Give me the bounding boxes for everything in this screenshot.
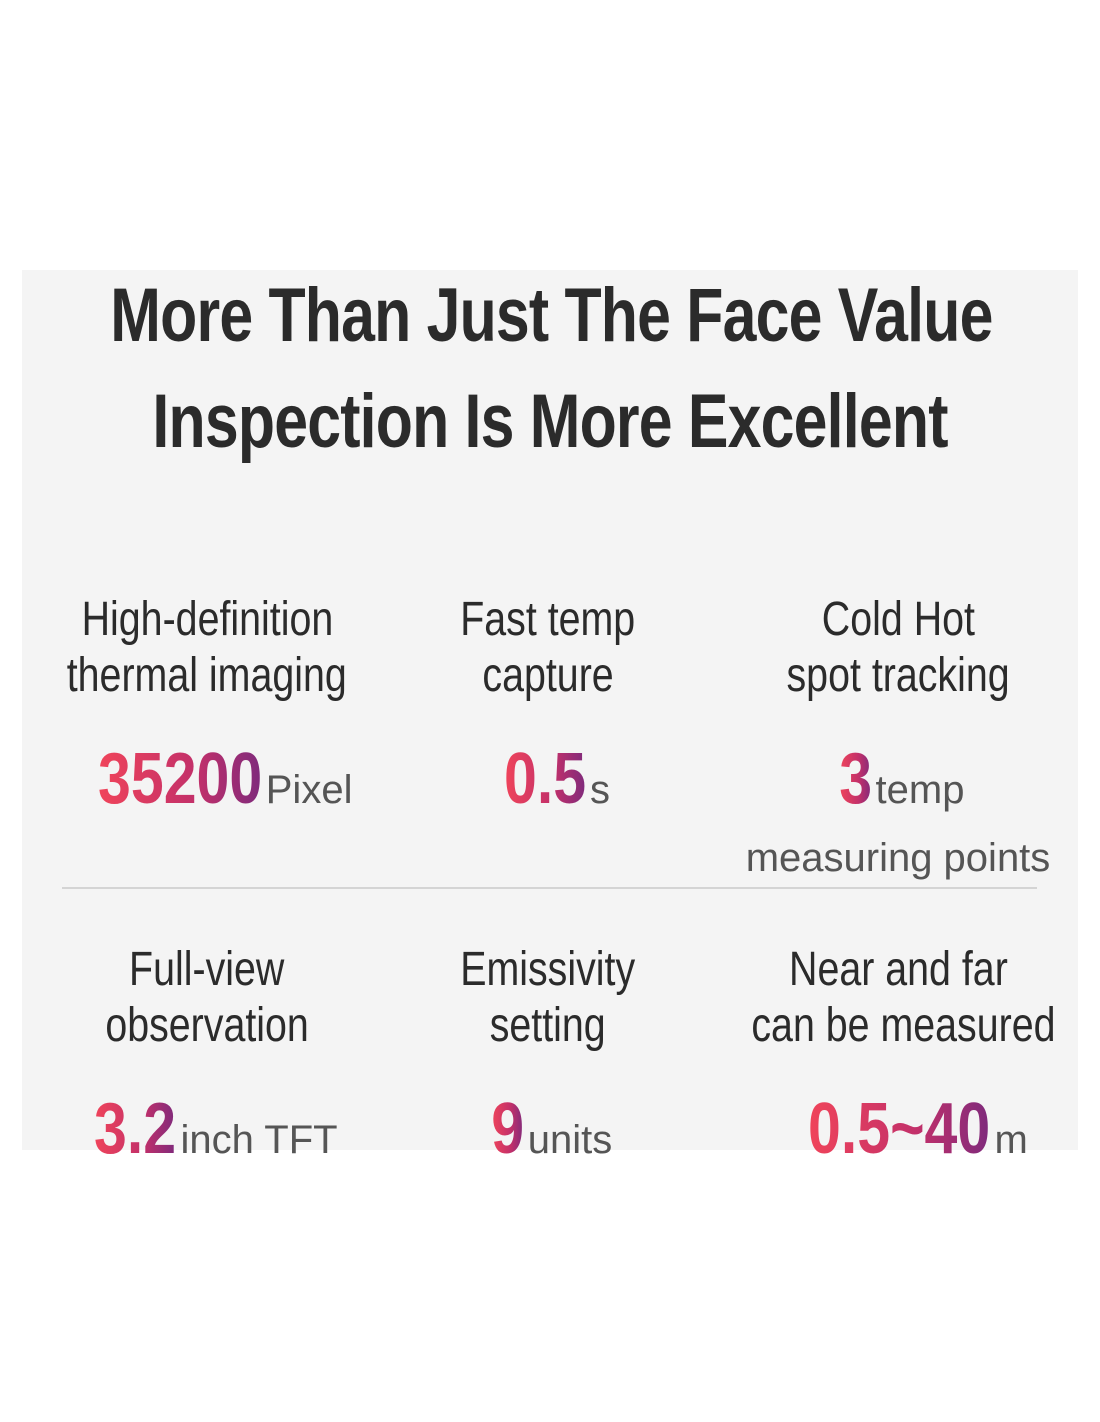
title-line: More Than Just The Face Value	[0, 272, 1100, 359]
value-unit: inch TFT	[180, 1118, 338, 1162]
feature-value: 0.5~40 m	[718, 1089, 1078, 1184]
value-number: 9	[490, 1089, 524, 1169]
feature-label-text: observation	[105, 999, 309, 1052]
feature: Near and far can be measured 0.5~40 m	[718, 942, 1078, 1184]
feature: Fast temp capture 0.5 s	[368, 592, 728, 834]
feature-value: 0.5 s	[368, 739, 728, 834]
feature-label: can be measured	[718, 998, 1078, 1054]
feature-label: Near and far	[718, 942, 1078, 998]
feature-label: capture	[368, 648, 728, 704]
feature: Emissivity setting 9 units	[368, 942, 728, 1184]
feature-label: setting	[368, 998, 728, 1054]
feature-label-text: Emissivity	[460, 943, 636, 996]
feature: High-definition thermal imaging 35200 Pixel	[27, 592, 387, 834]
value-unit: s	[590, 768, 611, 812]
feature-label: High-definition	[27, 592, 387, 648]
feature-label: Fast temp	[368, 592, 728, 648]
feature-label-text: spot tracking	[786, 649, 1010, 702]
feature-label-text: Fast temp	[460, 593, 636, 646]
feature-label-text: Near and far	[788, 943, 1008, 996]
divider	[62, 887, 1037, 889]
feature-value: 35200 Pixel	[27, 739, 387, 834]
feature-label: Cold Hot	[718, 592, 1078, 648]
title-text: More Than Just The Face Value	[110, 273, 993, 358]
feature-label: thermal imaging	[27, 648, 387, 704]
feature-label-text: setting	[490, 999, 606, 1052]
feature-value: 9 units	[368, 1089, 728, 1184]
feature-label: observation	[27, 998, 387, 1054]
feature-label: spot tracking	[718, 648, 1078, 704]
feature-label: Full-view	[27, 942, 387, 998]
feature-value: 3 temp	[718, 739, 1078, 834]
value-extra: measuring points	[745, 836, 1051, 880]
feature-label-text: High-definition	[81, 593, 333, 646]
feature-label: Emissivity	[368, 942, 728, 998]
value-number: 0.5	[503, 739, 587, 819]
feature-label-text: capture	[482, 649, 614, 702]
feature-label-text: Full-view	[129, 943, 285, 996]
value-unit: units	[527, 1118, 613, 1162]
panel	[22, 270, 1078, 1150]
value-unit: temp	[875, 768, 965, 812]
feature-label-text: thermal imaging	[66, 649, 348, 702]
feature: Full-view observation 3.2 inch TFT	[27, 942, 387, 1184]
feature-label-text: can be measured	[751, 999, 1056, 1052]
title-text: Inspection Is More Excellent	[152, 379, 948, 464]
value-number: 35200	[97, 739, 262, 819]
value-number: 3.2	[94, 1089, 177, 1169]
value-number: 0.5~40	[808, 1089, 991, 1169]
title-line: Inspection Is More Excellent	[0, 378, 1100, 465]
feature-label-text: Cold Hot	[821, 593, 975, 646]
feature-value: 3.2 inch TFT	[27, 1089, 387, 1184]
value-unit: m	[994, 1118, 1028, 1162]
feature: Cold Hot spot tracking 3 temp measuring poin…	[718, 592, 1078, 881]
value-number: 3	[838, 739, 872, 819]
value-unit: Pixel	[265, 768, 353, 812]
